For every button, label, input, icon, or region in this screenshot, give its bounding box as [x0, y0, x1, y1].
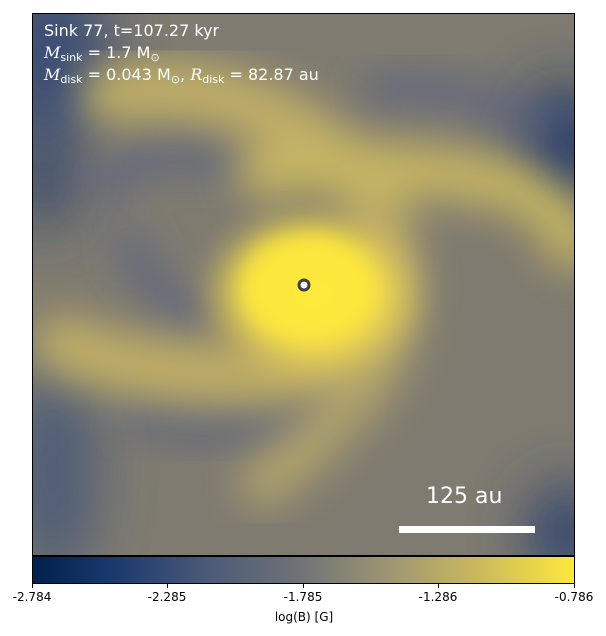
field-image [33, 14, 574, 555]
colorbar-tick-label: -1.286 [418, 590, 458, 604]
colorbar-tick-label: -2.784 [12, 590, 52, 604]
colorbar-tick [167, 584, 168, 588]
msink-sub: sink [60, 51, 83, 64]
mdisk-unit-sub: ⊙ [170, 73, 181, 86]
mdisk-value: = 0.043 M [82, 65, 171, 84]
colorbar-tick-label: -1.785 [283, 590, 323, 604]
rdisk-value: = 82.87 au [224, 65, 319, 84]
colorbar-tick [32, 584, 33, 588]
colorbar-tick [574, 584, 575, 588]
colorbar-tick-label: -0.786 [554, 590, 594, 604]
msink-symbol: M [44, 43, 61, 62]
msink-value: = 1.7 M [82, 43, 151, 62]
colorbar-tick [438, 584, 439, 588]
magnetic-field-map: Sink 77, t=107.27 kyr Msink = 1.7 M⊙ Mdi… [32, 13, 575, 556]
colorbar [32, 556, 575, 584]
scale-bar-label: 125 au [426, 484, 503, 509]
msink-unit-sub: ⊙ [150, 51, 160, 64]
rdisk-sub: disk [202, 73, 225, 86]
rdisk-symbol: R [190, 65, 203, 84]
scale-bar [399, 526, 535, 533]
colorbar-label: log(B) [G] [274, 610, 334, 624]
mdisk-sub: disk [60, 73, 83, 86]
sink-title: Sink 77, t=107.27 kyr [44, 21, 220, 40]
sink-mass-label: Msink = 1.7 M⊙ [44, 43, 160, 68]
disk-props-label: Mdisk = 0.043 M⊙, Rdisk = 82.87 au [44, 65, 319, 86]
mdisk-symbol: M [44, 65, 61, 84]
sink-marker [297, 278, 311, 292]
colorbar-tick [303, 584, 304, 588]
colorbar-tick-label: -2.285 [147, 590, 187, 604]
